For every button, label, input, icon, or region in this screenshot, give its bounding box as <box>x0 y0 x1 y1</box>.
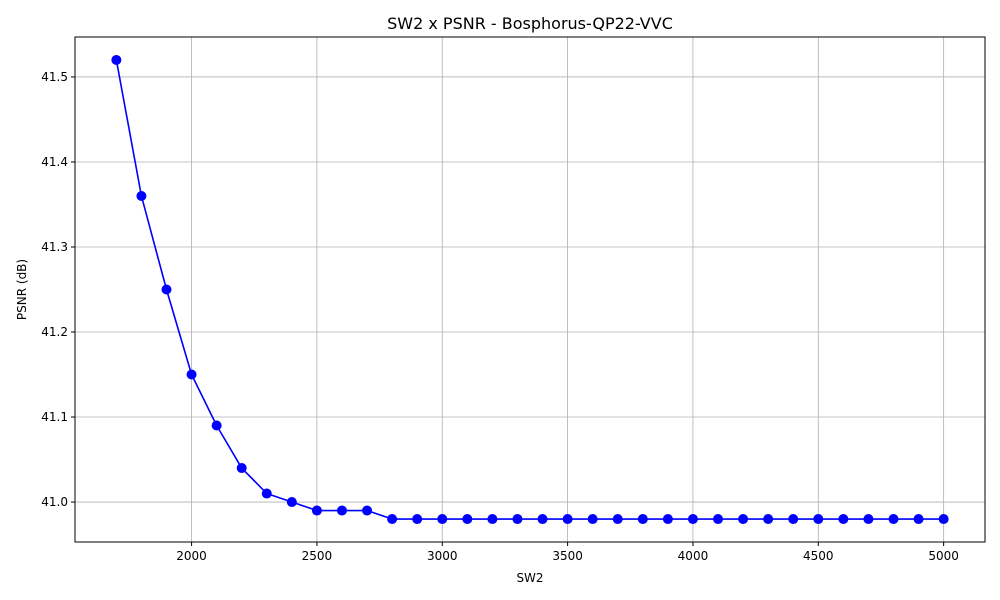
grid-lines <box>75 37 985 542</box>
data-point <box>111 54 122 65</box>
data-point <box>512 514 523 525</box>
x-tick-label: 5000 <box>928 549 959 563</box>
data-point <box>236 463 247 474</box>
chart-title: SW2 x PSNR - Bosphorus-QP22-VVC <box>387 14 673 33</box>
data-point <box>186 369 197 380</box>
plot-area-frame <box>74 36 986 543</box>
data-point <box>562 514 573 525</box>
data-point <box>336 505 347 516</box>
data-point <box>838 514 849 525</box>
y-tick-label: 41.0 <box>41 495 68 509</box>
x-axis-ticks: 2000 2500 3000 3500 4000 4500 5000 <box>176 542 959 563</box>
x-tick-label: 4500 <box>803 549 834 563</box>
data-point <box>211 420 222 431</box>
x-tick-label: 2000 <box>176 549 207 563</box>
data-point <box>863 514 874 525</box>
y-axis-ticks: 41.0 41.1 41.2 41.3 41.4 41.5 <box>41 70 75 509</box>
data-point <box>311 505 322 516</box>
data-point <box>612 514 623 525</box>
x-tick-label: 3000 <box>427 549 458 563</box>
series-line <box>115 59 944 520</box>
y-axis-label: PSNR (dB) <box>15 259 29 320</box>
data-point <box>637 514 648 525</box>
data-point <box>412 514 423 525</box>
data-point <box>662 514 673 525</box>
data-point <box>437 514 448 525</box>
data-point <box>788 514 799 525</box>
data-point <box>161 284 172 295</box>
data-point <box>387 514 398 525</box>
x-tick-label: 4000 <box>678 549 709 563</box>
data-point <box>136 190 147 201</box>
x-tick-label: 2500 <box>302 549 333 563</box>
data-point <box>261 488 272 499</box>
data-point <box>286 497 297 508</box>
y-tick-label: 41.1 <box>41 410 68 424</box>
data-point <box>738 514 749 525</box>
data-point <box>362 505 373 516</box>
x-tick-label: 3500 <box>552 549 583 563</box>
x-axis-label: SW2 <box>516 571 543 585</box>
data-point <box>938 514 949 525</box>
data-point <box>713 514 724 525</box>
data-point <box>687 514 698 525</box>
data-point <box>888 514 899 525</box>
series-layer <box>111 54 949 525</box>
data-point <box>913 514 924 525</box>
data-point <box>487 514 498 525</box>
data-point <box>537 514 548 525</box>
data-point <box>763 514 774 525</box>
y-tick-label: 41.2 <box>41 325 68 339</box>
y-tick-label: 41.4 <box>41 155 68 169</box>
data-point <box>462 514 473 525</box>
y-tick-label: 41.3 <box>41 240 68 254</box>
data-point <box>813 514 824 525</box>
y-tick-label: 41.5 <box>41 70 68 84</box>
data-point <box>587 514 598 525</box>
